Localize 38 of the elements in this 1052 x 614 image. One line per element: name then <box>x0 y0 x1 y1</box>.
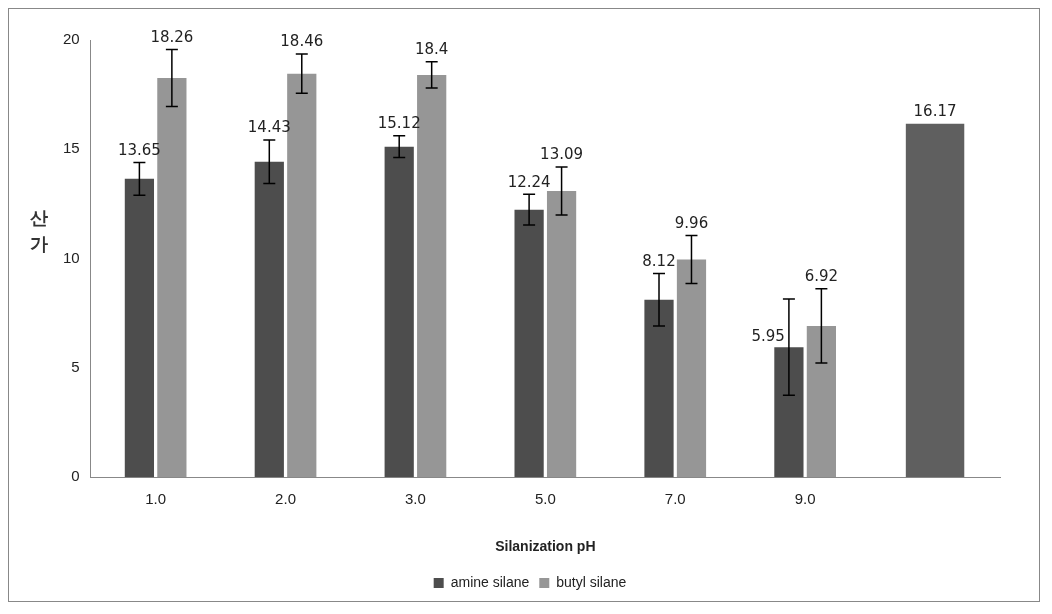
bar <box>676 259 707 478</box>
data-label: 15.12 <box>377 114 421 133</box>
data-label: 9.96 <box>674 213 709 232</box>
data-label: 18.4 <box>414 40 449 59</box>
data-label: 18.26 <box>150 28 194 47</box>
x-tick-label: 9.0 <box>794 490 816 508</box>
x-tick-label: 2.0 <box>275 490 296 508</box>
bar <box>644 299 674 478</box>
y-tick-label: 0 <box>71 467 80 485</box>
data-label: 13.65 <box>117 140 161 159</box>
bar <box>384 146 414 478</box>
bar <box>774 347 804 478</box>
x-tick-label: 3.0 <box>405 490 426 508</box>
data-label: 5.95 <box>751 326 785 345</box>
y-axis-title: 산가 <box>30 206 49 256</box>
data-label: 14.43 <box>247 118 291 137</box>
legend-label: butyl silane <box>556 573 627 590</box>
y-tick-label: 10 <box>63 248 80 266</box>
data-label: 12.24 <box>507 172 551 191</box>
y-tick-label: 15 <box>63 139 80 157</box>
bar <box>514 209 544 478</box>
x-tick-label: 7.0 <box>664 490 686 508</box>
x-axis-title: Silanization pH <box>495 538 596 555</box>
y-tick-label: 20 <box>63 30 80 48</box>
bar <box>905 123 965 478</box>
bar <box>546 191 577 478</box>
data-label: 16.17 <box>913 102 957 121</box>
data-label: 6.92 <box>804 267 839 286</box>
bar <box>124 178 155 478</box>
y-tick-label: 5 <box>71 358 80 376</box>
data-label: 8.12 <box>642 251 676 270</box>
data-label: 13.09 <box>540 145 584 164</box>
legend-label: amine silane <box>450 573 530 590</box>
x-tick-label: 5.0 <box>534 490 556 508</box>
data-label: 18.46 <box>280 32 324 51</box>
bar <box>254 161 284 478</box>
bar <box>806 325 836 478</box>
x-tick-label: 1.0 <box>145 490 167 508</box>
